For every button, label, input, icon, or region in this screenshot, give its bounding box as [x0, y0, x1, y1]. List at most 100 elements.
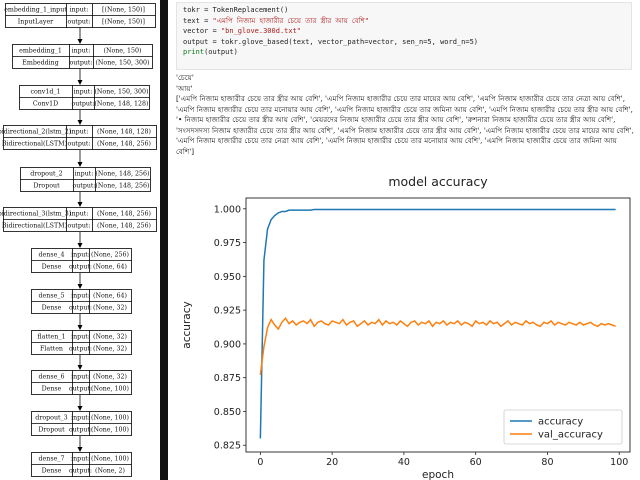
flow-arrowhead — [77, 284, 83, 289]
output-shape: (None, 100) — [91, 386, 129, 393]
output-shape: (None, 148, 256) — [95, 183, 149, 190]
input-shape: (None, 256) — [91, 252, 129, 259]
layer-type: Embedding — [22, 60, 59, 67]
layer-node-conv1d-1: conv1d_1 Conv1D input: output:(None, 150, 3… — [19, 85, 150, 110]
output-line-2: 'আয়' — [176, 83, 193, 93]
layer-type: Dense — [42, 468, 62, 475]
layer-node-bidirectional-2-lstm-2-: bidirectional_2(lstm_2) Bidirectional(LST… — [0, 125, 157, 150]
layer-node-dense-7: dense_7 Dense input: output: (None, 100) (Non… — [31, 452, 132, 477]
input-shape: (None, 32) — [93, 374, 127, 381]
legend-label: val_accuracy — [538, 430, 603, 441]
layer-type: Bidirectional(LSTM) — [2, 223, 67, 230]
output-label: output: — [69, 346, 92, 353]
layer-name: dropout_3 — [35, 415, 67, 422]
layer-name: dense_7 — [39, 456, 65, 463]
output-shape: (None, 150, 300) — [95, 60, 149, 67]
legend: accuracy val_accuracy — [503, 409, 623, 445]
legend-label: accuracy — [538, 417, 583, 428]
code-line: tokr = TokenReplacement() — [183, 6, 289, 14]
code-line: print(output) — [183, 48, 238, 57]
output-shape: (None, 148, 256) — [97, 141, 151, 148]
layer-node-bidirectional-3-lstm-3-: bidirectional_3(lstm_3) Bidirectional(LST… — [0, 207, 157, 232]
layer-node-embedding-1-input: embedding_1_input InputLayer input: output:… — [4, 3, 156, 28]
series-line-accuracy — [259, 208, 616, 439]
input-label: input: — [71, 415, 90, 422]
code-line: output = tokr.glove_based(text, vector_p… — [183, 37, 479, 46]
input-label: input: — [70, 7, 89, 14]
output-list: ['এমপি নিজাম হাজারীর চেয়ে তার স্ত্রীর আ… — [176, 94, 634, 156]
output-shape: (None, 64) — [93, 264, 127, 271]
layer-type: Dropout — [33, 183, 60, 190]
layer-type: Dropout — [38, 427, 65, 434]
output-label: output: — [69, 427, 92, 434]
layer-name: embedding_1_input — [4, 7, 67, 14]
input-shape: (None, 100) — [91, 456, 129, 463]
layer-node-dense-6: dense_6 Dense input: output:(None, 32) (None… — [31, 370, 132, 395]
layer-node-dropout-3: dropout_3 Dropout input: output: (None, 100)… — [31, 411, 132, 436]
input-shape: (None, 64) — [93, 293, 127, 300]
input-label: input: — [71, 334, 90, 341]
input-shape: (None, 148, 256) — [97, 211, 151, 218]
x-tick-label: 40 — [398, 457, 410, 468]
output-label: output: — [71, 101, 94, 108]
layer-name: flatten_1 — [38, 334, 66, 341]
output-shape: (None, 32) — [93, 346, 127, 353]
output-label: output: — [72, 183, 95, 190]
y-tick-label: 0.875 — [214, 373, 241, 384]
layer-type: Dense — [42, 305, 62, 312]
layer-name: dense_5 — [39, 293, 65, 300]
flow-arrowhead — [77, 406, 83, 411]
x-tick-label: 80 — [541, 457, 553, 468]
y-tick-label: 0.950 — [214, 272, 241, 283]
model-architecture-panel: embedding_1_input InputLayer input: output:… — [0, 0, 160, 480]
x-tick-label: 100 — [610, 457, 628, 468]
notebook-panel: tokr = TokenReplacement() text = "এমপি নি… — [168, 0, 640, 480]
model-architecture-diagram: embedding_1_input InputLayer input: output:… — [0, 3, 157, 477]
layer-type: Dense — [42, 264, 62, 271]
layer-type: Bidirectional(LSTM) — [2, 141, 67, 148]
code-keyword: print — [183, 48, 205, 57]
x-tick-label: 20 — [326, 457, 338, 468]
input-shape: (None, 148, 128) — [97, 129, 151, 136]
input-label: input: — [71, 252, 90, 259]
layer-type: Conv1D — [33, 101, 58, 108]
output-label: output: — [67, 141, 90, 148]
flow-arrowhead — [77, 162, 83, 167]
code-cell[interactable]: tokr = TokenReplacement() text = "এমপি নি… — [176, 2, 632, 70]
layer-name: dense_4 — [39, 252, 65, 259]
y-tick-label: 0.975 — [214, 238, 241, 249]
flow-arrowhead — [77, 120, 83, 125]
layer-name: conv1d_1 — [30, 89, 60, 96]
y-tick-label: 0.925 — [214, 306, 241, 317]
cell-output: 'চেয়ে' 'আয়' ['এমপি নিজাম হাজারীর চেয়ে… — [176, 73, 636, 157]
flow-arrowhead — [77, 202, 83, 207]
output-label: output: — [69, 468, 92, 475]
output-shape: (None, 32) — [93, 305, 127, 312]
code-line: text = "এমপি নিজাম হাজারীর চেয়ে তার স্ত… — [183, 16, 369, 25]
output-label: output: — [69, 264, 92, 271]
code-string: "bn_glove.300d.txt" — [220, 27, 302, 36]
input-shape: (None, 150) — [103, 48, 141, 55]
output-label: output: — [69, 386, 92, 393]
input-shape: [(None, 150)] — [102, 7, 145, 14]
plot-frame — [245, 197, 631, 453]
input-label: input: — [71, 293, 90, 300]
input-shape: (None, 32) — [93, 334, 127, 341]
layer-type: Flatten — [40, 346, 63, 353]
y-tick-label: 1.000 — [214, 204, 241, 215]
y-tick-label: 0.825 — [214, 441, 241, 452]
panel-divider[interactable] — [160, 0, 168, 480]
flow-arrowhead — [77, 325, 83, 330]
flow-arrowhead — [77, 447, 83, 452]
output-shape: (None, 148, 128) — [94, 101, 148, 108]
input-label: input: — [74, 89, 93, 96]
output-shape: (None, 2) — [95, 468, 125, 475]
input-shape: (None, 150, 300) — [94, 89, 148, 96]
input-shape: (None, 100) — [91, 415, 129, 422]
accuracy-chart: model accuracy 0.825 0.850 0.875 0.900 0.925 0… — [181, 174, 631, 480]
flow-arrowhead — [77, 243, 83, 248]
layer-node-dense-5: dense_5 Dense input: output:(None, 64) (None… — [31, 289, 132, 314]
series-line-val-accuracy — [259, 317, 616, 376]
layer-node-embedding-1: embedding_1Embeddinginput:output:(None, … — [12, 44, 153, 69]
x-tick-label: 0 — [257, 457, 263, 468]
